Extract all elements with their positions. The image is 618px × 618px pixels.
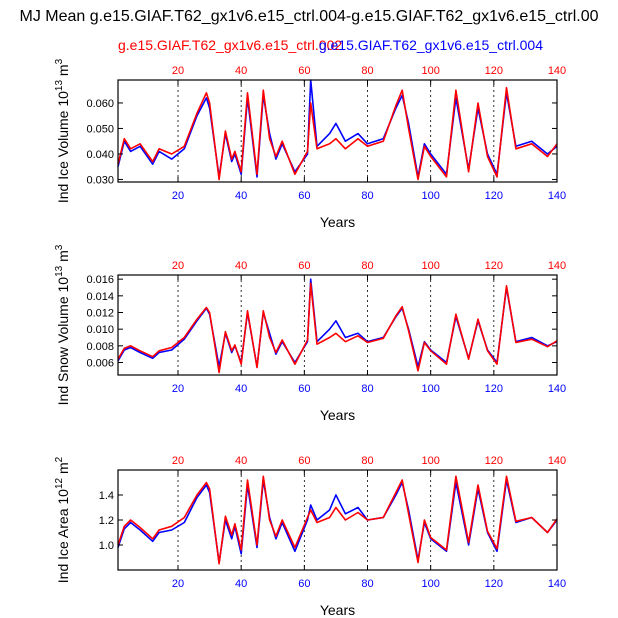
x-tick-label-bottom: 80 [361,190,373,202]
y-tick-label: 0.006 [86,358,114,370]
x-tick-label-bottom: 40 [235,578,247,590]
x-tick-label-bottom: 120 [485,578,503,590]
chart-title: MJ Mean g.e15.GIAF.T62_gx1v6.e15_ctrl.00… [20,8,599,25]
y-tick-label: 0.008 [86,341,114,353]
x-tick-label-bottom: 60 [298,383,310,395]
x-tick-label-bottom: 100 [421,383,439,395]
x-tick-label-top: 140 [548,455,566,467]
x-tick-label-bottom: 80 [361,578,373,590]
series-line-ctrl.004 [117,479,558,564]
legend-red-label: g.e15.GIAF.T62_gx1v6.e15_ctrl.002 [118,37,342,53]
x-tick-label-bottom: 20 [172,190,184,202]
y-tick-label: 0.030 [86,174,114,186]
x-tick-label-bottom: 60 [298,578,310,590]
series-line-ctrl.004 [117,79,558,178]
x-tick-label-top: 140 [548,65,566,77]
panel-1: 0.030 0.040 0.050 0.060 20 40 60 80 100 120 140 20 4… [54,58,566,230]
x-axis-label: Years [320,214,355,230]
x-tick-label-top: 80 [361,455,373,467]
x-tick-label-bottom: 100 [421,578,439,590]
y-axis-label: Ind Ice Volume 1013 m3 [54,58,71,203]
x-tick-label-bottom: 100 [421,190,439,202]
x-tick-label-top: 20 [172,260,184,272]
x-tick-label-top: 60 [298,455,310,467]
x-tick-label-bottom: 40 [235,190,247,202]
x-tick-label-bottom: 80 [361,383,373,395]
y-tick-label: 1.2 [99,515,114,527]
x-tick-label-top: 40 [235,455,247,467]
x-tick-label-top: 100 [421,65,439,77]
legend-blue-label: g.e15.GIAF.T62_gx1v6.e15_ctrl.004 [319,37,543,53]
series-line-ctrl.002 [117,86,558,181]
y-tick-label: 0.016 [86,274,114,286]
x-tick-label-top: 20 [172,455,184,467]
x-tick-label-bottom: 40 [235,383,247,395]
y-axis-label: Ind Ice Area 1012 m2 [54,456,71,583]
x-tick-label-bottom: 140 [548,190,566,202]
x-tick-label-top: 140 [548,260,566,272]
x-tick-label-top: 120 [485,455,503,467]
x-tick-label-bottom: 140 [548,578,566,590]
x-tick-label-top: 20 [172,65,184,77]
y-tick-label: 1.4 [99,490,114,502]
x-tick-label-top: 40 [235,260,247,272]
y-tick-label: 0.014 [86,291,114,303]
x-axis-label: Years [320,407,355,423]
x-tick-label-bottom: 120 [485,383,503,395]
y-axis-label: Ind Snow Volume 1013 m3 [54,244,71,405]
x-tick-label-bottom: 20 [172,578,184,590]
x-tick-label-top: 80 [361,65,373,77]
x-tick-label-top: 120 [485,260,503,272]
y-tick-label: 0.012 [86,308,114,320]
panel-2: 0.006 0.008 0.010 0.012 0.014 0.016 20 40 60 80 10… [54,244,566,423]
series-line-ctrl.002 [117,282,558,374]
x-axis-label: Years [320,602,355,618]
x-tick-label-top: 40 [235,65,247,77]
x-tick-label-bottom: 120 [485,190,503,202]
plot-frame [117,469,558,571]
x-tick-label-bottom: 20 [172,383,184,395]
x-tick-label-bottom: 140 [548,383,566,395]
plot-frame [117,79,558,183]
series-line-ctrl.002 [117,475,558,565]
series-line-ctrl.004 [117,278,558,368]
panel-3: 1.0 1.2 1.4 20 40 60 80 100 120 140 20 40 60 80 100 120… [54,455,566,618]
x-tick-label-top: 100 [421,455,439,467]
y-tick-label: 0.050 [86,123,114,135]
x-tick-label-top: 60 [298,260,310,272]
x-tick-label-bottom: 60 [298,190,310,202]
y-tick-label: 0.040 [86,149,114,161]
plot-frame [117,274,558,376]
y-tick-label: 1.0 [99,540,114,552]
y-tick-label: 0.010 [86,324,114,336]
x-tick-label-top: 60 [298,65,310,77]
x-tick-label-top: 100 [421,260,439,272]
x-tick-label-top: 120 [485,65,503,77]
y-tick-label: 0.060 [86,98,114,110]
x-tick-label-top: 80 [361,260,373,272]
